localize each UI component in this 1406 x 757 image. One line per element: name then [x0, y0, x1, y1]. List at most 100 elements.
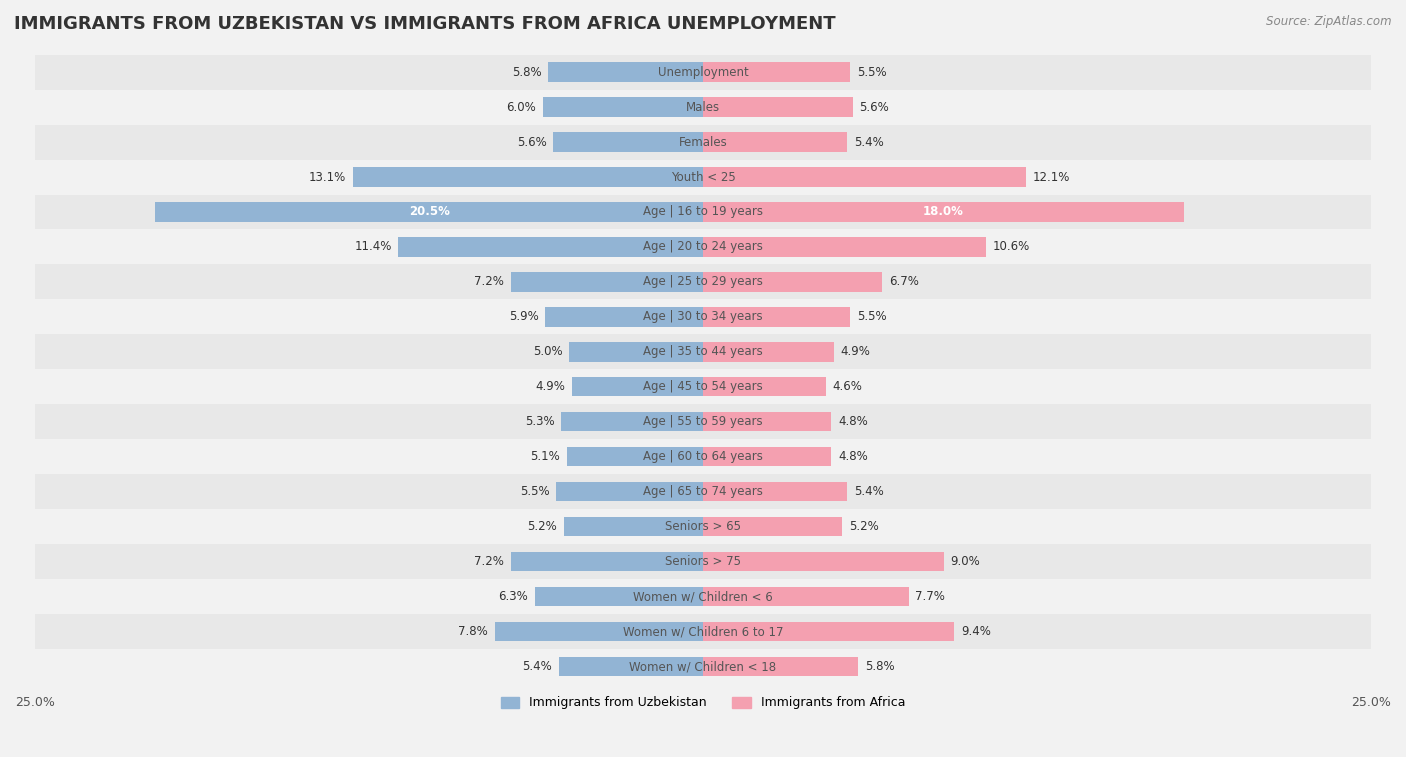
- Bar: [569, 342, 703, 362]
- Text: 6.0%: 6.0%: [506, 101, 536, 114]
- Bar: [554, 132, 703, 151]
- Text: Females: Females: [679, 136, 727, 148]
- Text: 7.2%: 7.2%: [474, 276, 503, 288]
- Text: 5.4%: 5.4%: [853, 136, 884, 148]
- Text: Age | 45 to 54 years: Age | 45 to 54 years: [643, 380, 763, 394]
- Text: 5.5%: 5.5%: [520, 485, 550, 498]
- Text: Age | 30 to 34 years: Age | 30 to 34 years: [643, 310, 763, 323]
- Text: 5.1%: 5.1%: [530, 450, 560, 463]
- Text: 7.2%: 7.2%: [474, 555, 503, 569]
- Text: 9.4%: 9.4%: [960, 625, 991, 638]
- Bar: [703, 238, 986, 257]
- Bar: [35, 650, 1371, 684]
- Bar: [703, 202, 1184, 222]
- Text: 5.8%: 5.8%: [865, 660, 894, 673]
- Text: 5.2%: 5.2%: [849, 520, 879, 533]
- Bar: [567, 447, 703, 466]
- Bar: [353, 167, 703, 187]
- Text: Unemployment: Unemployment: [658, 66, 748, 79]
- Text: 18.0%: 18.0%: [924, 205, 965, 219]
- Bar: [703, 98, 852, 117]
- Bar: [703, 377, 825, 397]
- Bar: [703, 413, 831, 431]
- Bar: [35, 160, 1371, 195]
- Bar: [35, 195, 1371, 229]
- Bar: [558, 657, 703, 676]
- Text: 4.9%: 4.9%: [536, 380, 565, 394]
- Bar: [35, 404, 1371, 439]
- Text: 5.9%: 5.9%: [509, 310, 538, 323]
- Text: 6.3%: 6.3%: [498, 590, 529, 603]
- Text: 12.1%: 12.1%: [1033, 170, 1070, 183]
- Bar: [564, 517, 703, 537]
- Text: Women w/ Children < 6: Women w/ Children < 6: [633, 590, 773, 603]
- Text: Women w/ Children < 18: Women w/ Children < 18: [630, 660, 776, 673]
- Bar: [35, 229, 1371, 264]
- Bar: [703, 657, 858, 676]
- Bar: [35, 125, 1371, 160]
- Text: Age | 25 to 29 years: Age | 25 to 29 years: [643, 276, 763, 288]
- Bar: [510, 552, 703, 572]
- Bar: [703, 552, 943, 572]
- Bar: [35, 264, 1371, 300]
- Bar: [703, 622, 955, 641]
- Text: Source: ZipAtlas.com: Source: ZipAtlas.com: [1267, 15, 1392, 28]
- Text: Age | 35 to 44 years: Age | 35 to 44 years: [643, 345, 763, 358]
- Text: Age | 60 to 64 years: Age | 60 to 64 years: [643, 450, 763, 463]
- Bar: [703, 307, 851, 326]
- Text: 4.8%: 4.8%: [838, 416, 868, 428]
- Text: Seniors > 65: Seniors > 65: [665, 520, 741, 533]
- Legend: Immigrants from Uzbekistan, Immigrants from Africa: Immigrants from Uzbekistan, Immigrants f…: [496, 691, 910, 715]
- Bar: [398, 238, 703, 257]
- Text: Age | 16 to 19 years: Age | 16 to 19 years: [643, 205, 763, 219]
- Text: 5.5%: 5.5%: [856, 66, 886, 79]
- Text: 5.8%: 5.8%: [512, 66, 541, 79]
- Bar: [548, 63, 703, 82]
- Text: Women w/ Children 6 to 17: Women w/ Children 6 to 17: [623, 625, 783, 638]
- Bar: [35, 475, 1371, 509]
- Text: 5.6%: 5.6%: [517, 136, 547, 148]
- Text: 20.5%: 20.5%: [409, 205, 450, 219]
- Bar: [35, 579, 1371, 614]
- Text: Age | 65 to 74 years: Age | 65 to 74 years: [643, 485, 763, 498]
- Bar: [35, 439, 1371, 475]
- Text: 9.0%: 9.0%: [950, 555, 980, 569]
- Bar: [703, 167, 1026, 187]
- Text: 11.4%: 11.4%: [354, 241, 392, 254]
- Text: Age | 55 to 59 years: Age | 55 to 59 years: [643, 416, 763, 428]
- Bar: [555, 482, 703, 501]
- Bar: [35, 614, 1371, 650]
- Text: 4.8%: 4.8%: [838, 450, 868, 463]
- Bar: [703, 587, 908, 606]
- Text: 5.2%: 5.2%: [527, 520, 557, 533]
- Bar: [703, 517, 842, 537]
- Text: Seniors > 75: Seniors > 75: [665, 555, 741, 569]
- Bar: [35, 335, 1371, 369]
- Bar: [35, 369, 1371, 404]
- Text: 4.6%: 4.6%: [832, 380, 862, 394]
- Text: 6.7%: 6.7%: [889, 276, 918, 288]
- Bar: [703, 482, 848, 501]
- Bar: [561, 413, 703, 431]
- Bar: [703, 132, 848, 151]
- Bar: [35, 544, 1371, 579]
- Bar: [534, 587, 703, 606]
- Bar: [703, 273, 882, 291]
- Bar: [510, 273, 703, 291]
- Bar: [35, 89, 1371, 125]
- Text: 5.4%: 5.4%: [522, 660, 553, 673]
- Bar: [495, 622, 703, 641]
- Text: 7.7%: 7.7%: [915, 590, 945, 603]
- Bar: [35, 300, 1371, 335]
- Bar: [543, 98, 703, 117]
- Text: 5.4%: 5.4%: [853, 485, 884, 498]
- Bar: [546, 307, 703, 326]
- Text: 7.8%: 7.8%: [458, 625, 488, 638]
- Bar: [703, 342, 834, 362]
- Text: 5.3%: 5.3%: [524, 416, 555, 428]
- Bar: [155, 202, 703, 222]
- Text: 10.6%: 10.6%: [993, 241, 1031, 254]
- Bar: [35, 55, 1371, 89]
- Text: 5.6%: 5.6%: [859, 101, 889, 114]
- Text: IMMIGRANTS FROM UZBEKISTAN VS IMMIGRANTS FROM AFRICA UNEMPLOYMENT: IMMIGRANTS FROM UZBEKISTAN VS IMMIGRANTS…: [14, 15, 835, 33]
